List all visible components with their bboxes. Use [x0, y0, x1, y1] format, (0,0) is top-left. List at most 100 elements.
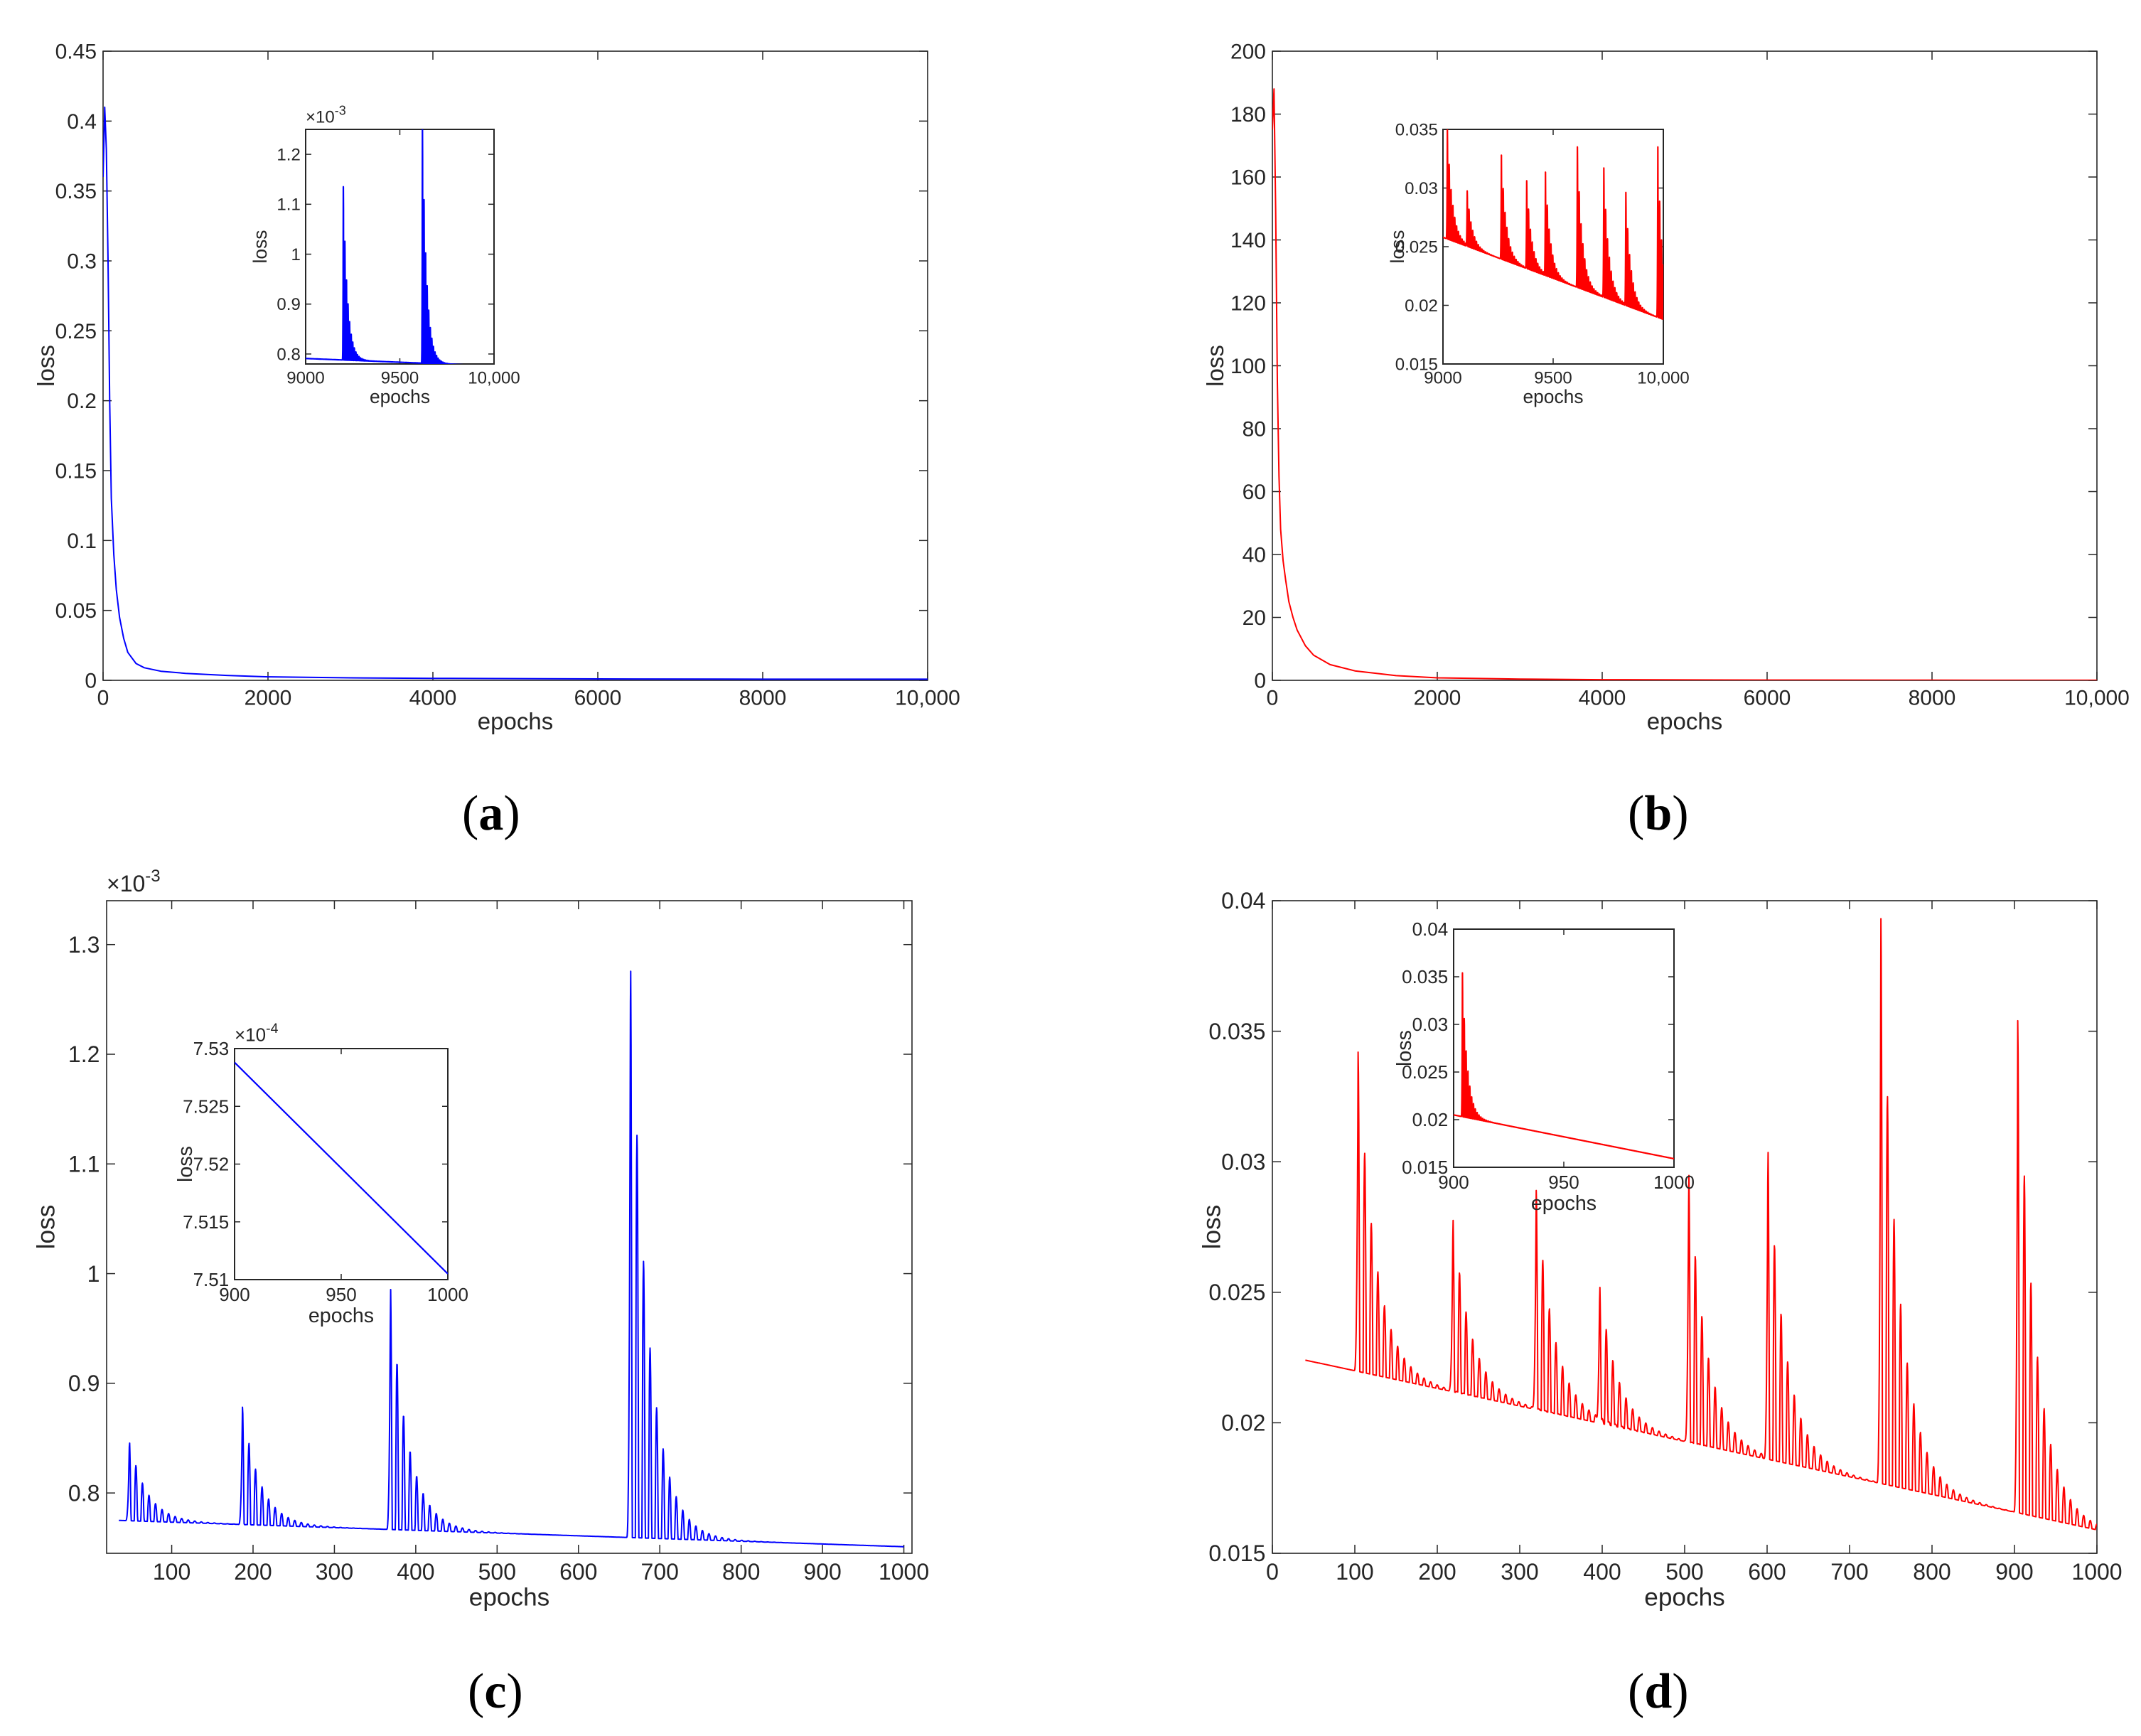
main-a-ytick-label: 0.1	[67, 530, 97, 553]
inset-d-ytick-label: 0.015	[1402, 1157, 1448, 1178]
main-b-ytick-label: 60	[1243, 481, 1266, 504]
inset-d-xtick-label: 950	[1548, 1172, 1579, 1193]
inset-d-xtick-label: 1000	[1653, 1172, 1695, 1193]
inset-c-ylabel: loss	[174, 1146, 197, 1182]
inset-c-xlabel: epochs	[308, 1304, 374, 1327]
main-c-xtick-label: 900	[803, 1559, 841, 1585]
main-c-ylabel: loss	[32, 1205, 60, 1250]
main-c-xtick-label: 700	[641, 1559, 679, 1585]
main-a-xtick-label: 0	[97, 687, 109, 710]
inset-a-xtick-label: 9500	[381, 369, 419, 388]
main-c-exponent-label: ×10-3	[107, 867, 161, 896]
main-d-xlabel: epochs	[1644, 1584, 1724, 1612]
inset-b-xtick-label: 10,000	[1637, 369, 1689, 388]
inset-b-ytick-label: 0.025	[1395, 237, 1438, 257]
inset-a-xtick-label: 10,000	[468, 369, 520, 388]
inset-series-line-b	[1443, 129, 1663, 320]
inset-c-xtick-label: 900	[219, 1284, 249, 1305]
inset-b-ytick-label: 0.035	[1395, 120, 1438, 139]
main-d-ylabel: loss	[1198, 1205, 1225, 1250]
main-c-xtick-label: 200	[234, 1559, 272, 1585]
inset-a-ylabel: loss	[249, 230, 271, 264]
main-a-xlabel: epochs	[478, 708, 553, 734]
main-a-ytick-label: 0.25	[55, 320, 97, 343]
main-c-xtick-label: 600	[559, 1559, 597, 1585]
inset-a-exponent-label: ×10-3	[306, 104, 346, 127]
inset-b-ytick-label: 0.02	[1405, 296, 1438, 316]
inset-d-ytick-label: 0.035	[1402, 966, 1448, 987]
main-b-ytick-label: 180	[1230, 103, 1266, 127]
main-c-ytick-label: 1	[87, 1261, 100, 1287]
inset-d-xtick-label: 900	[1438, 1172, 1469, 1193]
series-line-d	[1304, 918, 2097, 1531]
main-b-ytick-label: 160	[1230, 166, 1266, 190]
main-d-xtick-label: 300	[1501, 1559, 1538, 1585]
chart-panel-c: 100 200 300 400 500 600 700 800 900 1000 0.8 0.9 1 1.…	[32, 867, 929, 1612]
inset-series-line-a	[306, 129, 465, 364]
main-b-xtick-label: 8000	[1909, 687, 1956, 710]
main-b-plot-frame	[1272, 50, 2098, 681]
main-b-xtick-label: 2000	[1414, 687, 1461, 710]
main-c-ytick-label: 0.9	[68, 1371, 100, 1396]
main-d-ytick-label: 0.025	[1208, 1280, 1265, 1305]
inset-series-line-d	[1454, 972, 1674, 1159]
inset-a-ytick-label: 1.1	[277, 195, 300, 215]
inset-a: 9000 9500 10,000 0.8 0.9 1 1.1 1.2 epochs loss ×10…	[249, 104, 520, 408]
inset-a-ytick-label: 0.8	[277, 345, 300, 364]
main-a-ytick-label: 0.05	[55, 599, 97, 623]
inset-b-xtick-label: 9500	[1534, 369, 1572, 388]
main-d-xtick-label: 100	[1336, 1559, 1373, 1585]
inset-c-xtick-label: 1000	[427, 1284, 468, 1305]
main-d-xtick-label: 200	[1418, 1559, 1456, 1585]
inset-c-ytick-label: 7.52	[193, 1154, 230, 1175]
main-b-ytick-label: 200	[1230, 41, 1266, 64]
main-d-xtick-label: 600	[1748, 1559, 1786, 1585]
main-a-plot-frame	[102, 50, 928, 681]
series-line-b	[1272, 88, 2097, 680]
inset-a-xlabel: epochs	[370, 386, 430, 407]
main-c-xtick-label: 300	[316, 1559, 353, 1585]
panel-label-b: (b)	[1628, 786, 1689, 841]
main-b-ytick-label: 0	[1254, 670, 1266, 693]
inset-c-ytick-label: 7.525	[183, 1095, 229, 1117]
inset-a-ytick-label: 1.2	[277, 146, 300, 165]
main-c-xlabel: epochs	[469, 1584, 549, 1612]
main-d-xtick-label: 800	[1913, 1559, 1950, 1585]
main-d-ytick-label: 0.04	[1221, 888, 1265, 913]
inset-a-ytick-label: 0.9	[277, 295, 300, 314]
main-b-xtick-label: 6000	[1744, 687, 1791, 710]
main-b-xtick-label: 4000	[1579, 687, 1626, 710]
main-d-xtick-label: 400	[1583, 1559, 1621, 1585]
inset-b-ytick-label: 0.015	[1395, 355, 1438, 374]
inset-c-ytick-label: 7.51	[193, 1269, 230, 1290]
main-d-xtick-label: 1000	[2071, 1559, 2122, 1585]
main-c-ytick-label: 0.8	[68, 1480, 100, 1506]
main-a-ytick-label: 0.3	[67, 250, 97, 274]
inset-c-plot-frame	[234, 1048, 449, 1280]
main-a-ytick-label: 0.2	[67, 390, 97, 413]
inset-d-plot-frame	[1453, 928, 1675, 1168]
inset-c-xtick-label: 950	[326, 1284, 356, 1305]
main-c-xtick-label: 100	[153, 1559, 191, 1585]
main-d-ytick-label: 0.03	[1221, 1149, 1265, 1174]
main-c-xtick-label: 400	[397, 1559, 434, 1585]
inset-c: 900 950 1000 7.51 7.515 7.52 7.525 7.53 epochs lo…	[174, 1021, 468, 1327]
panel-label-a: (a)	[462, 786, 520, 841]
series-line-c	[118, 970, 905, 1548]
main-d-ytick-label: 0.035	[1208, 1019, 1265, 1044]
main-b-ytick-label: 100	[1230, 355, 1266, 378]
inset-series-line-c	[235, 1061, 448, 1275]
panel-label-d: (d)	[1628, 1664, 1689, 1719]
main-b-ytick-label: 20	[1243, 606, 1266, 630]
main-a-ytick-label: 0.45	[55, 41, 97, 64]
inset-d: 900 950 1000 0.015 0.02 0.025 0.03 0.035 0.04 epo…	[1393, 918, 1695, 1215]
main-b-ytick-label: 40	[1243, 544, 1266, 567]
inset-c-ytick-label: 7.53	[193, 1038, 230, 1059]
main-a-ytick-label: 0.15	[55, 460, 97, 483]
main-a-ytick-label: 0.4	[67, 110, 97, 134]
inset-d-ytick-label: 0.02	[1412, 1109, 1449, 1130]
main-b-ytick-label: 80	[1243, 418, 1266, 441]
inset-a-plot-frame	[305, 129, 495, 365]
main-d-plot-frame	[1272, 900, 2098, 1554]
